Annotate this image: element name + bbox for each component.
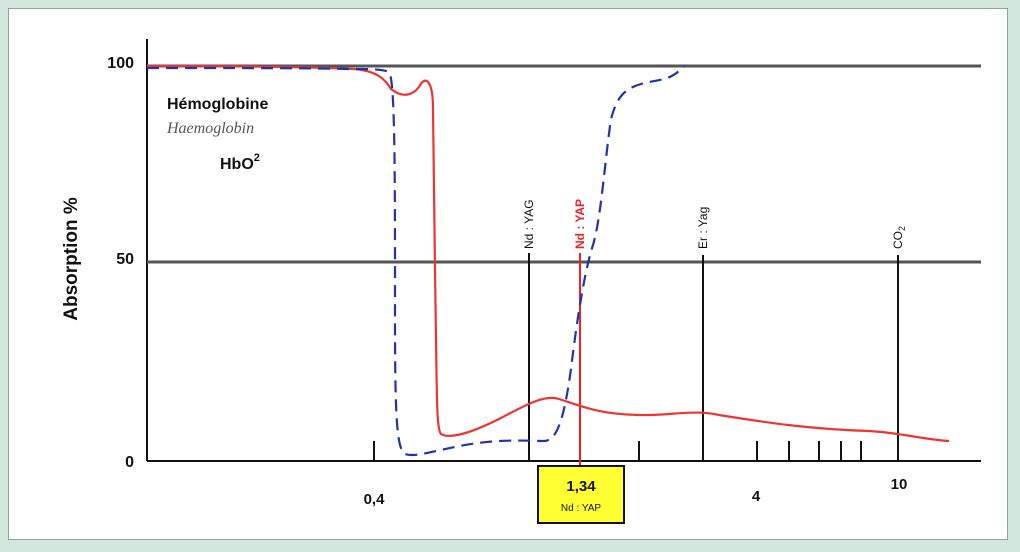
laser-label-nd-yap: Nd : YAP	[573, 199, 587, 249]
x-minor-ticks	[373, 441, 862, 461]
y-tick-0: 0	[125, 454, 134, 471]
laser-label-er-yag: Er : Yag	[696, 207, 710, 249]
chart-frame: 100 50 0 Absorption % 0,4 4 10 Nd : YAG …	[8, 8, 1008, 540]
laser-label-nd-yag: Nd : YAG	[522, 199, 536, 249]
laser-label-co2: CO2	[891, 226, 907, 249]
hbo-superscript: 2	[254, 152, 260, 164]
legend-haemoglobin: Haemoglobin	[166, 120, 254, 137]
x-tick-4: 4	[752, 488, 761, 505]
callout-box: 1,34 Nd : YAP	[537, 465, 625, 524]
callout-subtext: Nd : YAP	[561, 503, 602, 514]
y-tick-100: 100	[107, 55, 134, 72]
curve-hbo2-red	[146, 64, 950, 443]
co2-subscript: 2	[897, 226, 907, 231]
legend-hemoglobine: Hémoglobine	[167, 96, 268, 113]
callout-rect	[537, 465, 625, 524]
absorption-chart: 100 50 0 Absorption % 0,4 4 10 Nd : YAG …	[61, 39, 981, 524]
y-tick-50: 50	[116, 251, 134, 268]
hbo-text: HbO	[220, 156, 254, 173]
y-axis-label: Absorption %	[61, 197, 82, 321]
x-tick-0-4: 0,4	[364, 491, 386, 508]
legend-hbo2: HbO2	[220, 152, 260, 173]
x-tick-10: 10	[891, 476, 908, 493]
callout-value: 1,34	[566, 478, 596, 495]
co2-text: CO	[891, 231, 905, 249]
curve-haemoglobin-blue	[146, 65, 686, 457]
